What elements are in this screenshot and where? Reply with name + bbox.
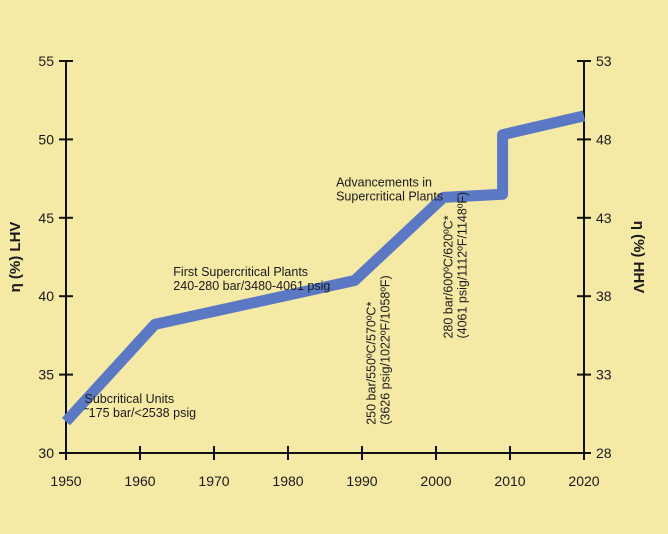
y-left-tick-label: 40 <box>38 288 54 304</box>
y-left-tick-45: 45 <box>38 210 73 226</box>
x-tick-label: 2010 <box>494 473 525 489</box>
y-right-axis-title: η (%) HHV <box>630 221 647 294</box>
y-left-tick-label: 45 <box>38 210 54 226</box>
y-left-tick-55: 55 <box>38 53 73 69</box>
y-right-tick-label: 53 <box>596 53 612 69</box>
y-right-tick-label: 38 <box>596 288 612 304</box>
y-left-tick-label: 55 <box>38 53 54 69</box>
annotation-line: Advancements in <box>336 175 432 189</box>
y-right-tick-43: 43 <box>577 210 612 226</box>
x-tick-label: 1960 <box>124 473 155 489</box>
y-left-tick-35: 35 <box>38 367 73 383</box>
x-tick-2000: 2000 <box>420 446 452 489</box>
annotation-line: ˜175 bar/<2538 psig <box>84 406 197 420</box>
annotation-0: Subcritical Units ˜175 bar/<2538 psig <box>84 392 197 420</box>
annotation-line: (4061 psig/1112ºF/1148ºF) <box>455 192 469 339</box>
annotation-line: 240-280 bar/3480-4061 psig <box>173 279 330 293</box>
annotation-line: Subcritical Units <box>85 392 175 406</box>
annotation-1: First Supercritical Plants 240-280 bar/34… <box>173 265 330 293</box>
x-tick-1990: 1990 <box>346 446 378 489</box>
y-right-tick-33: 33 <box>577 367 612 383</box>
y-left-tick-50: 50 <box>38 131 73 147</box>
annotation-3: 250 bar/550ºC/570ºC*(3626 psig/1022ºF/10… <box>364 275 392 425</box>
x-tick-1970: 1970 <box>198 446 230 489</box>
y-left-tick-label: 35 <box>38 367 54 383</box>
annotation-4: 280 bar/600ºC/620ºC*(4061 psig/1112ºF/11… <box>441 192 469 339</box>
x-tick-label: 2000 <box>420 473 451 489</box>
x-tick-2010: 2010 <box>494 446 526 489</box>
y-right-tick-label: 43 <box>596 210 612 226</box>
annotation-line: 250 bar/550ºC/570ºC* <box>364 302 378 425</box>
y-left-tick-30: 30 <box>38 445 73 461</box>
x-tick-1960: 1960 <box>124 446 156 489</box>
annotation-2: Advancements in Supercritical Plants <box>336 175 443 203</box>
annotation-line: Supercritical Plants <box>336 189 443 203</box>
y-right-tick-label: 48 <box>596 131 612 147</box>
x-tick-label: 2020 <box>568 473 599 489</box>
y-right-tick-38: 38 <box>577 288 612 304</box>
x-tick-label: 1970 <box>198 473 229 489</box>
y-left-tick-label: 30 <box>38 445 54 461</box>
efficiency-series-line <box>61 110 586 426</box>
annotation-line: 280 bar/600ºC/620ºC* <box>441 215 455 338</box>
x-tick-label: 1990 <box>346 473 377 489</box>
y-left-tick-label: 50 <box>38 131 54 147</box>
y-right-tick-label: 28 <box>596 445 612 461</box>
x-tick-1980: 1980 <box>272 446 304 489</box>
y-right-tick-53: 53 <box>577 53 612 69</box>
y-right-tick-label: 33 <box>596 367 612 383</box>
annotation-line: First Supercritical Plants <box>173 265 308 279</box>
y-left-axis-title: η (%) LHV <box>7 222 24 293</box>
y-right-tick-48: 48 <box>577 131 612 147</box>
y-right-tick-28: 28 <box>577 445 612 461</box>
x-tick-label: 1950 <box>50 473 81 489</box>
x-tick-label: 1980 <box>272 473 303 489</box>
annotation-line: (3626 psig/1022ºF/1058ºF) <box>378 275 392 425</box>
y-left-tick-40: 40 <box>38 288 73 304</box>
